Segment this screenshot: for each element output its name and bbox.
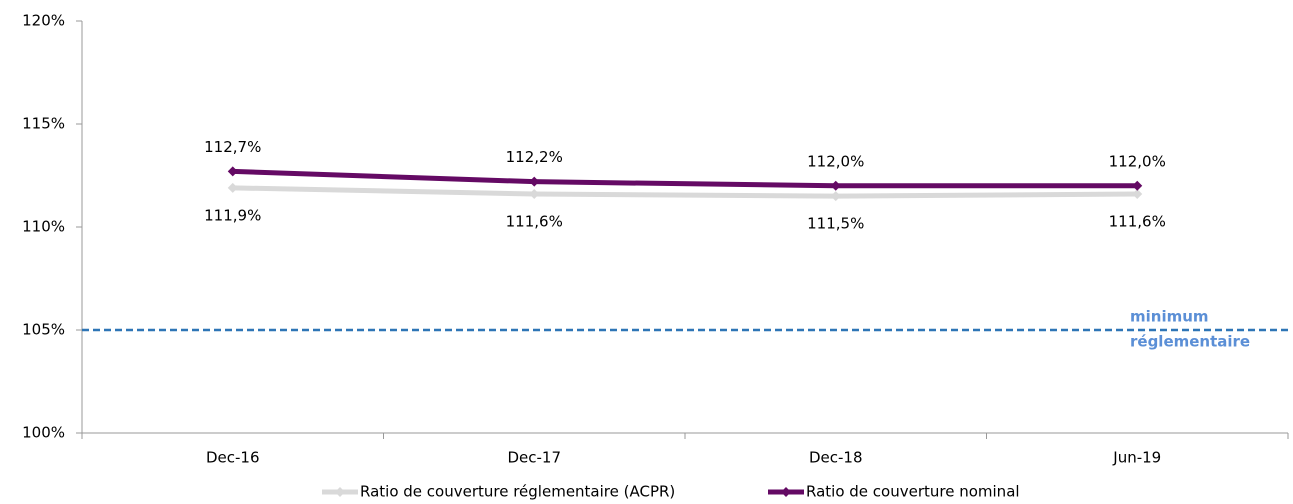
data-label: 112,7% <box>204 138 261 156</box>
series-line <box>232 185 1138 199</box>
y-tick-label: 120% <box>22 12 65 30</box>
legend-marker <box>335 487 345 497</box>
x-tick-label: Jun-19 <box>1112 449 1161 467</box>
marker <box>227 182 238 193</box>
data-label: 112,2% <box>506 148 563 166</box>
legend-marker <box>781 487 791 497</box>
legend-label: Ratio de couverture nominal <box>806 483 1020 501</box>
data-label: 112,0% <box>1109 152 1166 170</box>
y-tick-label: 110% <box>22 218 65 236</box>
legend-label: Ratio de couverture réglementaire (ACPR) <box>360 483 675 501</box>
y-tick-label: 100% <box>22 424 65 442</box>
marker <box>830 180 841 191</box>
x-tick-label: Dec-18 <box>809 449 863 467</box>
y-tick-label: 105% <box>22 321 65 339</box>
marker <box>227 166 238 177</box>
marker <box>529 176 540 187</box>
data-label: 111,9% <box>204 206 261 224</box>
marker <box>1132 189 1143 200</box>
marker <box>1132 180 1143 191</box>
series-line <box>232 168 1138 189</box>
x-tick-label: Dec-16 <box>206 449 260 467</box>
reference-label: minimum <box>1130 308 1209 326</box>
data-label: 111,5% <box>807 215 864 233</box>
x-tick-label: Dec-17 <box>507 449 561 467</box>
data-label: 111,6% <box>506 213 563 231</box>
marker <box>529 189 540 200</box>
reference-label: réglementaire <box>1130 333 1250 351</box>
y-tick-label: 115% <box>22 115 65 133</box>
marker <box>830 191 841 202</box>
data-label: 112,0% <box>807 152 864 170</box>
data-label: 111,6% <box>1109 213 1166 231</box>
